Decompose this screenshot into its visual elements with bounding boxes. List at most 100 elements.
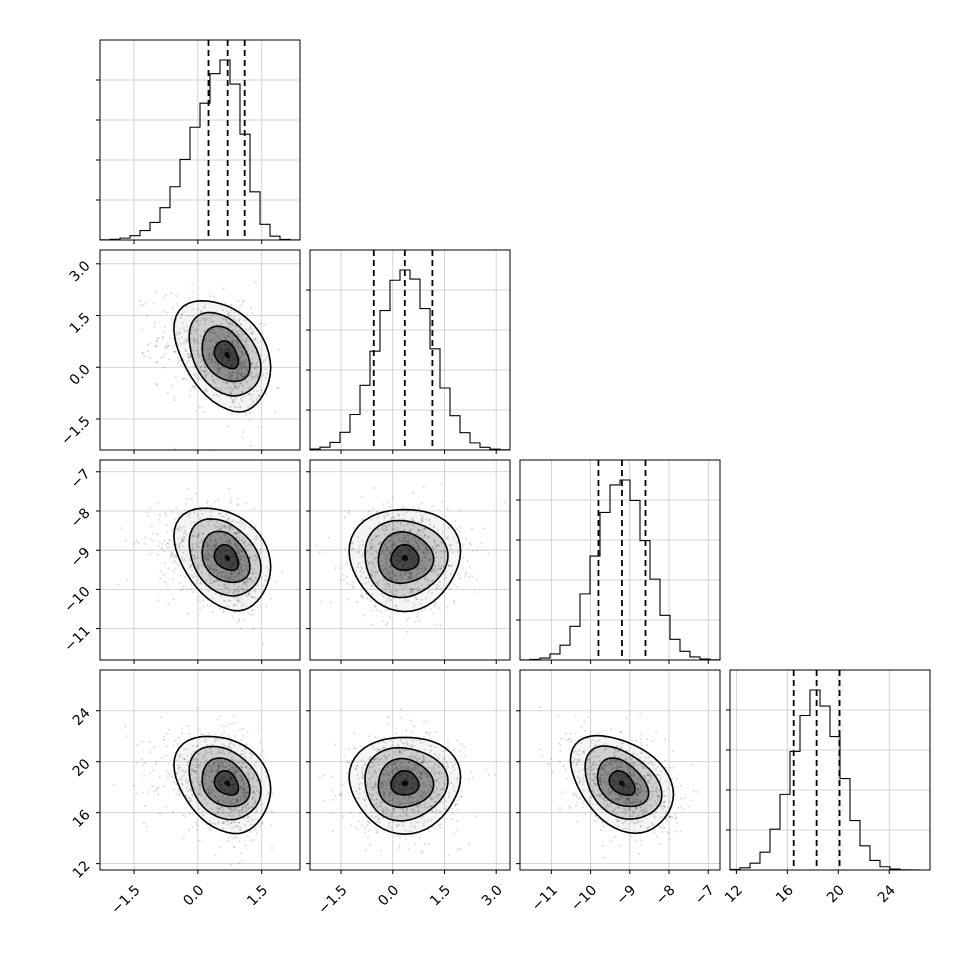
scatter-point — [386, 512, 389, 515]
scatter-point — [214, 525, 218, 528]
scatter-point — [209, 555, 212, 558]
scatter-point — [227, 370, 230, 374]
scatter-point — [462, 746, 466, 749]
scatter-point — [244, 411, 247, 414]
scatter-point — [380, 559, 383, 562]
scatter-point — [408, 586, 411, 589]
scatter-point — [388, 560, 391, 563]
scatter-point — [417, 544, 420, 547]
scatter-point — [464, 574, 467, 577]
scatter-point — [422, 552, 425, 555]
scatter-point — [192, 534, 195, 537]
scatter-point — [160, 546, 163, 549]
scatter-point — [244, 343, 247, 346]
scatter-point — [239, 304, 242, 307]
scatter-point — [198, 354, 201, 357]
scatter-point — [211, 556, 214, 559]
scatter-point — [333, 743, 337, 746]
scatter-point — [260, 551, 263, 554]
scatter-point — [424, 546, 427, 549]
scatter-point — [173, 781, 176, 784]
scatter-point — [253, 838, 256, 841]
scatter-point — [188, 394, 191, 397]
scatter-point — [192, 530, 195, 533]
scatter-point — [391, 544, 394, 547]
scatter-point — [449, 587, 452, 591]
scatter-point — [437, 544, 440, 547]
scatter-point — [256, 376, 259, 380]
scatter-point — [430, 579, 434, 583]
scatter-point — [180, 512, 183, 515]
scatter-point — [259, 741, 262, 744]
scatter-point — [261, 749, 265, 752]
scatter-point — [250, 528, 254, 531]
scatter-point — [376, 510, 379, 513]
scatter-point — [208, 543, 211, 546]
scatter-point — [360, 496, 363, 499]
scatter-point — [406, 533, 409, 536]
scatter-point — [235, 371, 238, 374]
scatter-point — [180, 537, 183, 540]
scatter-point — [193, 386, 196, 389]
scatter-point — [449, 547, 453, 550]
scatter-point — [264, 359, 267, 362]
scatter-point — [233, 316, 236, 319]
scatter-point — [232, 399, 235, 402]
scatter-point — [417, 567, 420, 570]
scatter-point — [216, 579, 219, 582]
scatter-point — [249, 307, 252, 310]
scatter-point — [480, 542, 483, 545]
scatter-point — [196, 706, 199, 709]
scatter-point — [208, 358, 211, 361]
scatter-point — [341, 815, 345, 818]
scatter-point — [468, 565, 471, 568]
scatter-point — [209, 295, 212, 298]
scatter-point — [205, 501, 208, 505]
scatter-point — [243, 564, 246, 567]
scatter-point — [385, 560, 388, 564]
scatter-point — [149, 751, 152, 754]
scatter-point — [423, 534, 426, 537]
scatter-point — [167, 603, 170, 606]
scatter-point — [146, 511, 149, 514]
scatter-point — [252, 401, 255, 404]
scatter-point — [197, 352, 200, 355]
scatter-point — [416, 547, 419, 550]
scatter-point — [455, 803, 458, 806]
scatter-point — [203, 317, 206, 320]
scatter-point — [218, 337, 221, 340]
scatter-point — [172, 318, 175, 322]
scatter-point — [228, 373, 231, 376]
scatter-point — [153, 321, 156, 324]
scatter-point — [249, 557, 252, 560]
scatter-point — [372, 571, 375, 574]
scatter-point — [214, 544, 217, 547]
scatter-point — [410, 528, 413, 531]
scatter-point — [209, 515, 212, 518]
scatter-point — [415, 541, 418, 544]
scatter-point — [193, 365, 196, 368]
scatter-point — [214, 381, 217, 384]
scatter-point — [218, 583, 221, 587]
scatter-point — [343, 516, 347, 519]
scatter-point — [165, 342, 168, 345]
scatter-point — [339, 578, 342, 581]
scatter-point — [143, 542, 146, 545]
scatter-point — [392, 516, 395, 519]
scatter-point — [240, 363, 243, 366]
scatter-point — [192, 590, 195, 593]
scatter-point — [223, 526, 226, 529]
scatter-point — [370, 568, 373, 572]
scatter-point — [169, 539, 172, 542]
scatter-point — [418, 529, 421, 532]
scatter-point — [179, 364, 182, 367]
scatter-point — [224, 337, 227, 340]
scatter-point — [414, 620, 417, 623]
scatter-point — [199, 365, 202, 368]
scatter-point — [382, 578, 385, 581]
scatter-point — [238, 536, 241, 539]
scatter-point — [187, 355, 190, 358]
scatter-point — [411, 491, 414, 494]
scatter-point — [169, 773, 172, 776]
scatter-point — [209, 545, 212, 548]
